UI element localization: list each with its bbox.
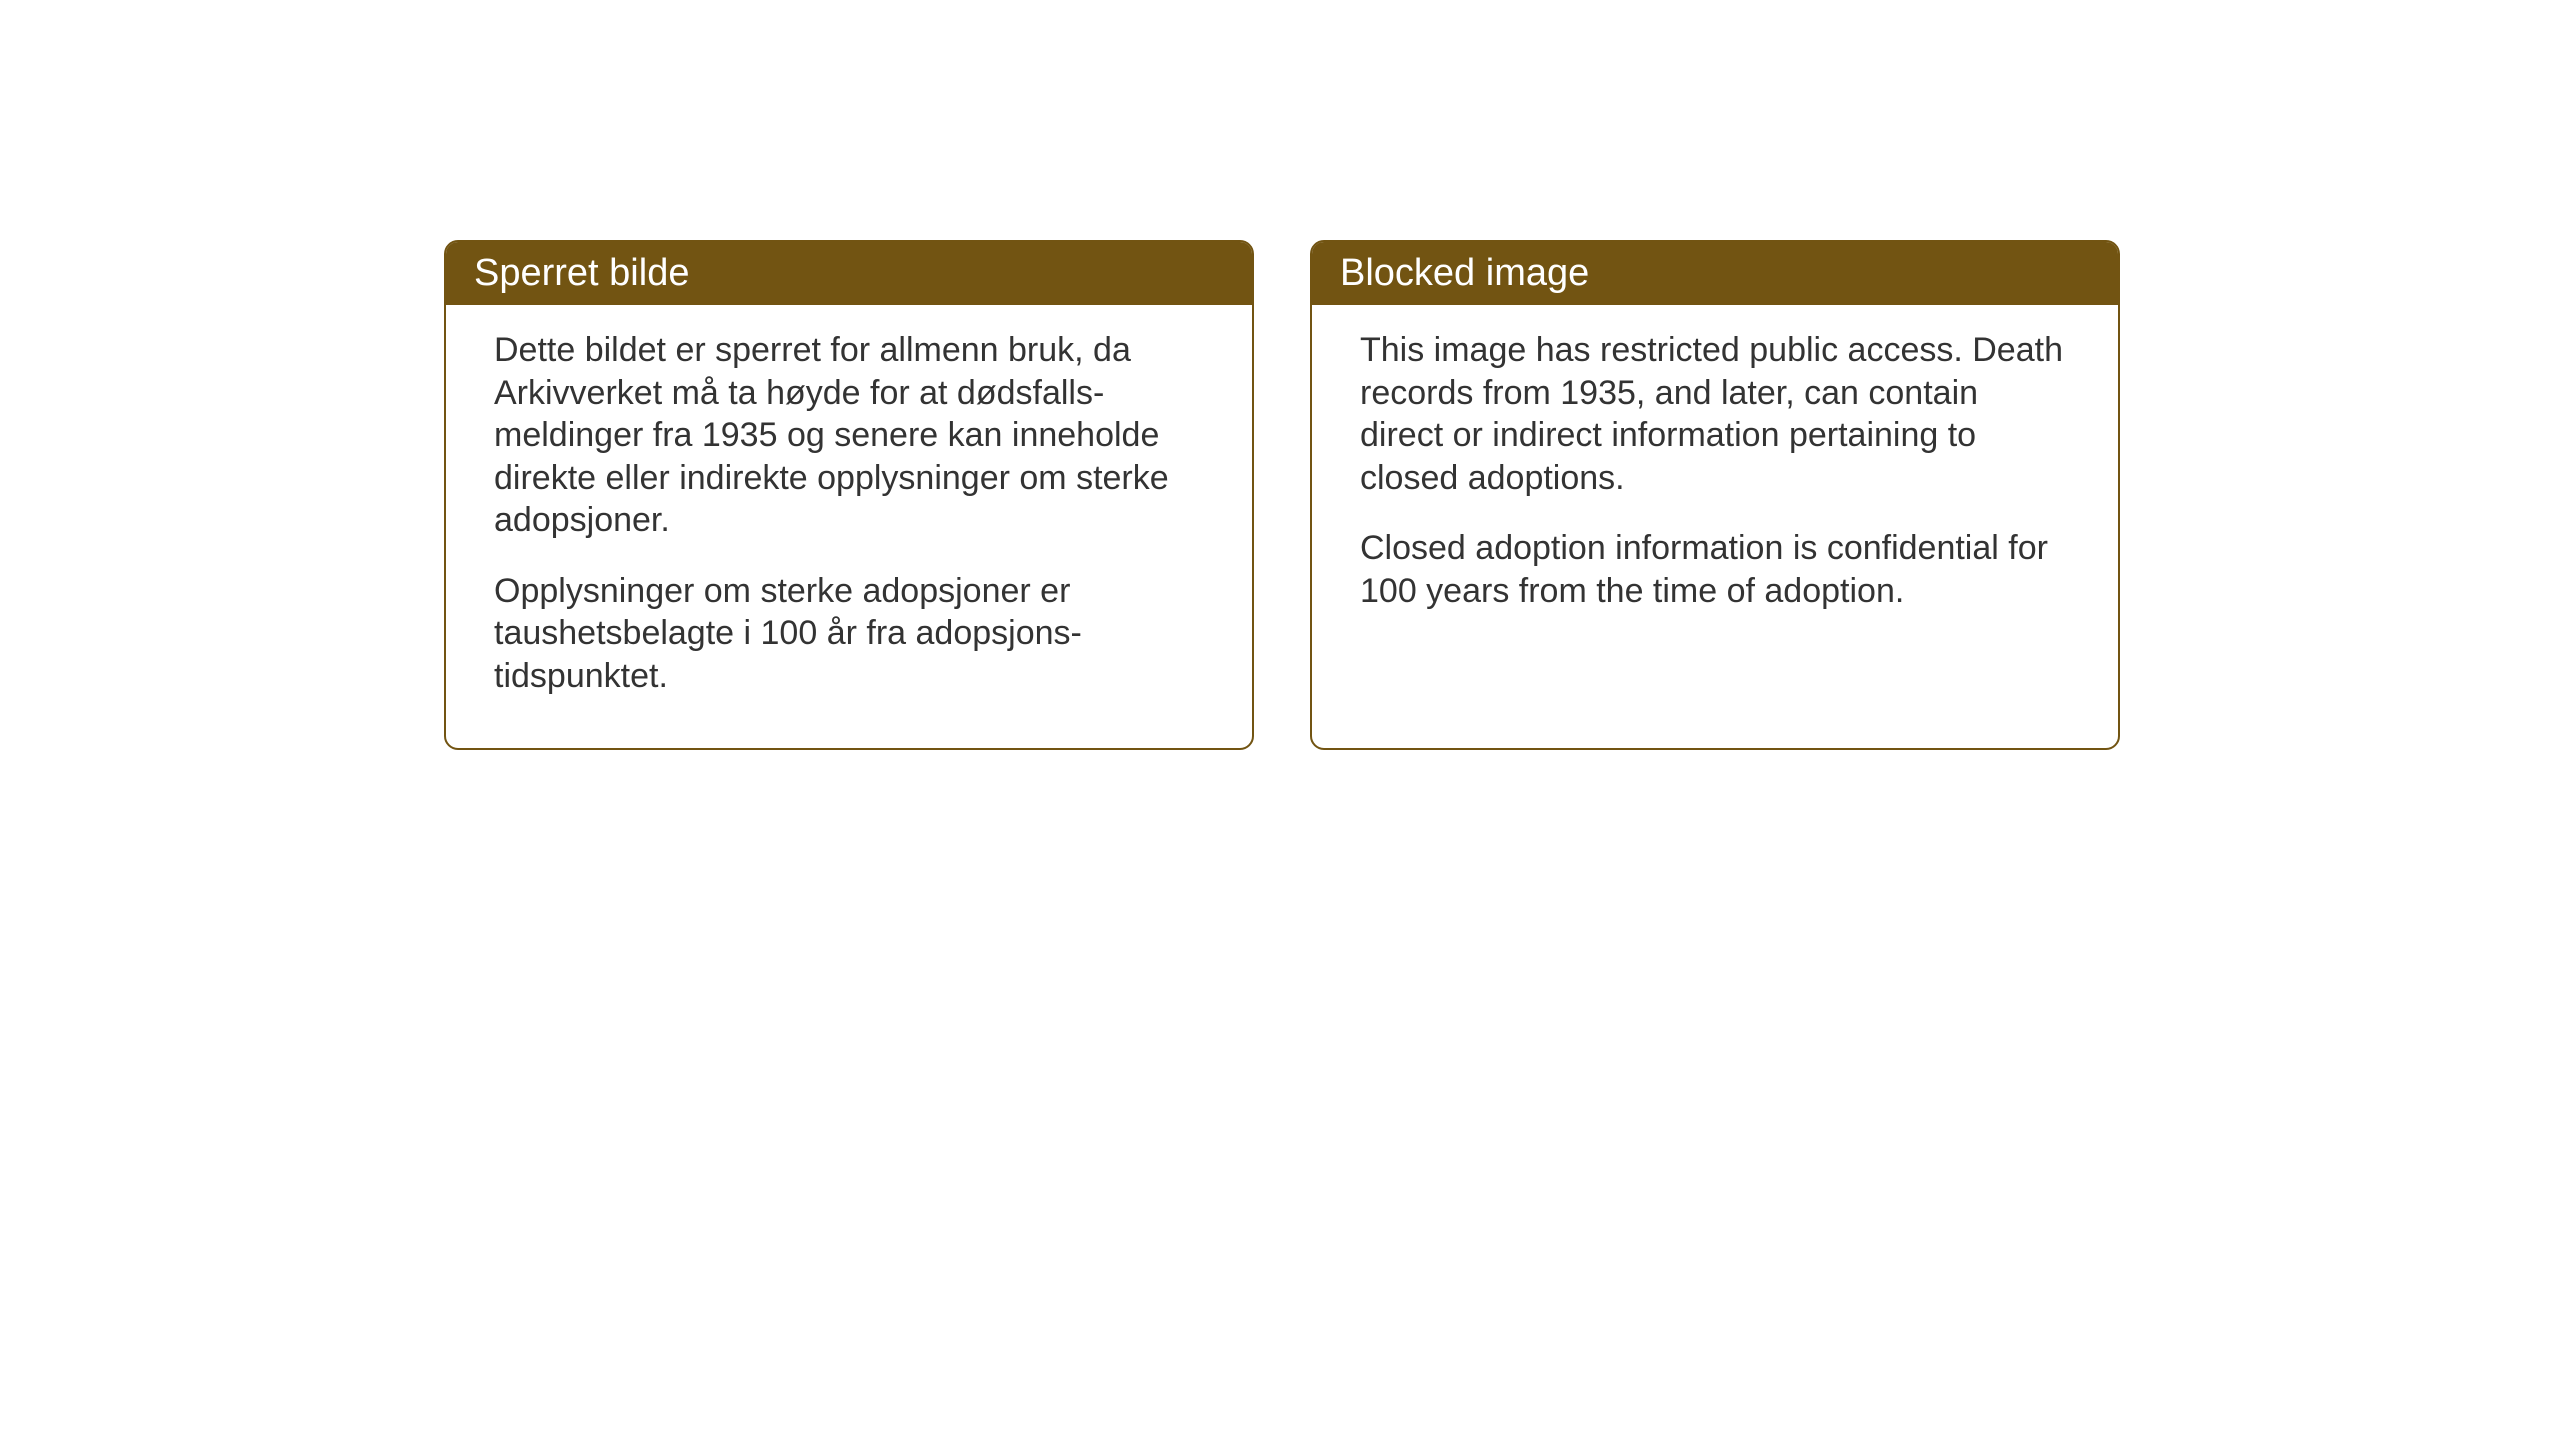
card-title-english: Blocked image [1340,252,1589,294]
card-paragraph-1-english: This image has restricted public access.… [1360,329,2070,499]
card-body-norwegian: Dette bildet er sperret for allmenn bruk… [446,305,1252,737]
card-paragraph-1-norwegian: Dette bildet er sperret for allmenn bruk… [494,329,1204,542]
card-header-english: Blocked image [1312,242,2118,305]
card-title-norwegian: Sperret bilde [474,252,689,294]
card-english: Blocked image This image has restricted … [1310,240,2120,750]
cards-container: Sperret bilde Dette bildet er sperret fo… [444,240,2120,750]
card-header-norwegian: Sperret bilde [446,242,1252,305]
card-paragraph-2-english: Closed adoption information is confident… [1360,527,2070,612]
card-paragraph-2-norwegian: Opplysninger om sterke adopsjoner er tau… [494,570,1204,698]
card-norwegian: Sperret bilde Dette bildet er sperret fo… [444,240,1254,750]
card-body-english: This image has restricted public access.… [1312,305,2118,652]
